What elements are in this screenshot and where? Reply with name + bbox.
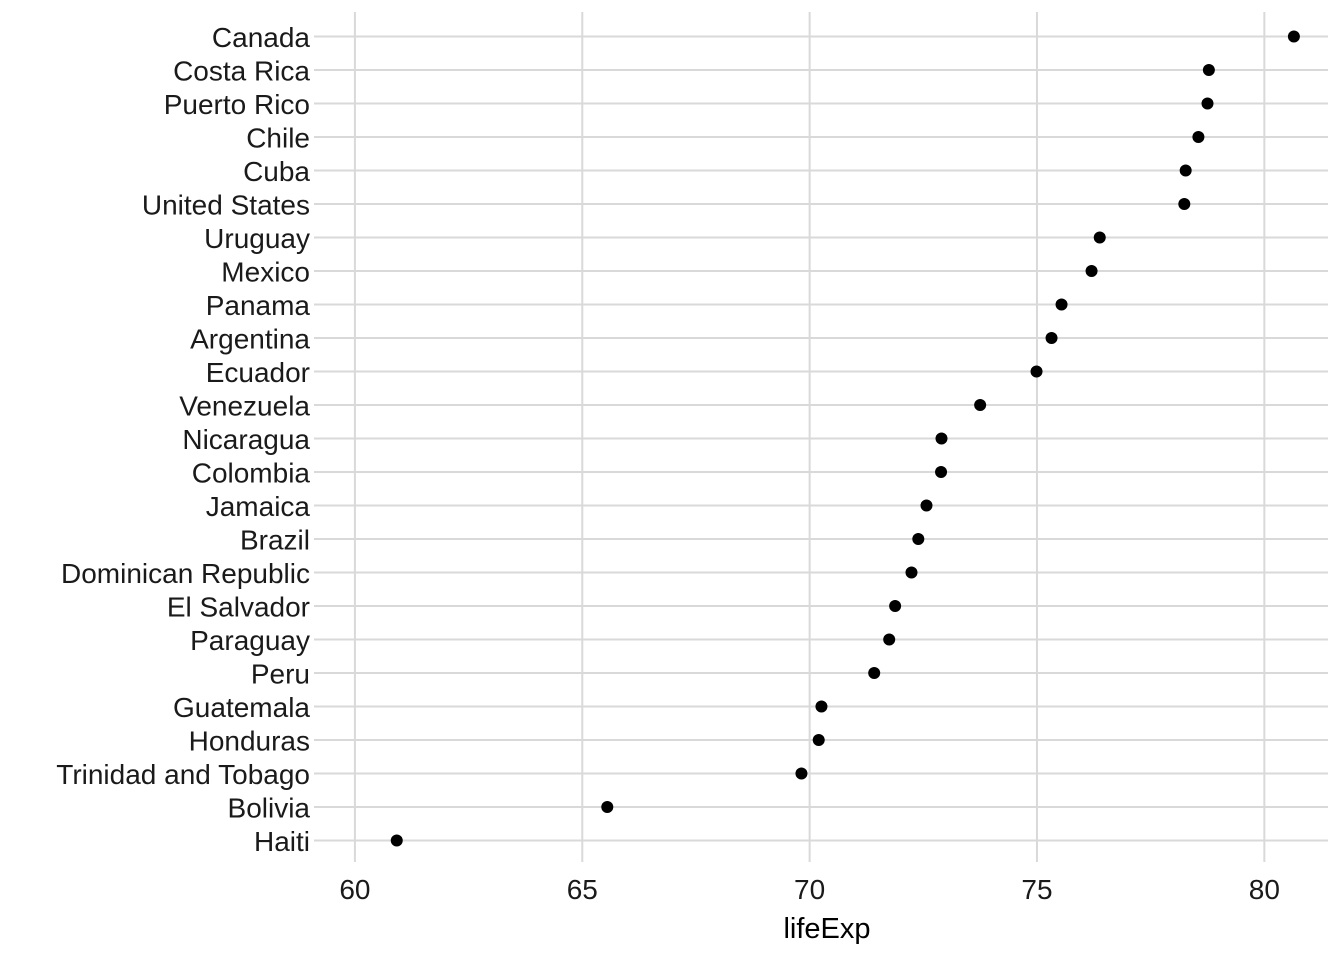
data-point <box>1045 332 1058 344</box>
y-tick-label: Cuba <box>243 156 310 187</box>
data-point <box>974 399 987 411</box>
y-tick-label: El Salvador <box>167 592 310 623</box>
data-point <box>883 633 896 646</box>
y-tick-label: Chile <box>246 123 310 154</box>
data-point <box>1192 131 1205 143</box>
x-tick-label: 75 <box>1021 874 1052 905</box>
y-tick-label: Paraguay <box>190 625 310 656</box>
y-tick-label: Panama <box>206 290 311 321</box>
y-tick-label: Canada <box>212 22 311 53</box>
y-tick-label: Costa Rica <box>173 56 310 87</box>
y-tick-label: Jamaica <box>206 491 311 522</box>
data-point <box>1093 231 1106 244</box>
y-tick-label: Peru <box>251 659 310 690</box>
y-tick-label: Mexico <box>221 257 310 288</box>
y-tick-label: United States <box>142 190 310 221</box>
data-point <box>1179 164 1192 177</box>
y-tick-label: Venezuela <box>179 391 310 422</box>
data-point <box>390 834 403 847</box>
data-point <box>868 667 881 679</box>
y-tick-label: Brazil <box>240 525 310 556</box>
y-tick-label: Uruguay <box>204 223 310 254</box>
y-tick-label: Nicaragua <box>182 424 310 455</box>
data-point <box>935 466 948 478</box>
data-point <box>1202 64 1215 76</box>
y-tick-label: Dominican Republic <box>61 558 310 589</box>
data-point <box>905 566 918 579</box>
x-axis-tick-labels: 60 65 70 75 80 <box>339 874 1280 905</box>
grid-lines <box>314 12 1328 862</box>
data-point <box>920 499 933 512</box>
y-tick-label: Trinidad and Tobago <box>56 759 310 790</box>
y-tick-label: Colombia <box>192 458 311 489</box>
y-tick-label: Ecuador <box>206 357 310 388</box>
data-point <box>889 600 902 612</box>
data-point <box>795 767 808 780</box>
y-tick-label: Argentina <box>190 324 310 355</box>
x-axis-label: lifeExp <box>783 913 870 945</box>
y-tick-label: Bolivia <box>228 793 311 824</box>
data-point <box>1055 298 1068 311</box>
data-point <box>935 432 948 445</box>
y-tick-label: Haiti <box>254 826 310 857</box>
x-tick-label: 65 <box>567 874 598 905</box>
data-point <box>1085 265 1098 277</box>
x-tick-label: 80 <box>1249 874 1280 905</box>
data-point <box>1201 97 1214 110</box>
x-tick-label: 60 <box>339 874 370 905</box>
data-point <box>1030 365 1043 378</box>
y-tick-label: Puerto Rico <box>164 89 310 120</box>
data-point <box>601 801 614 813</box>
x-tick-label: 70 <box>794 874 825 905</box>
data-point <box>812 734 825 746</box>
data-points <box>390 30 1300 847</box>
data-point <box>1178 198 1191 210</box>
y-tick-label: Honduras <box>189 726 310 757</box>
data-point <box>815 700 828 713</box>
data-point <box>912 533 925 545</box>
y-tick-label: Guatemala <box>173 692 310 723</box>
data-point <box>1287 30 1300 43</box>
